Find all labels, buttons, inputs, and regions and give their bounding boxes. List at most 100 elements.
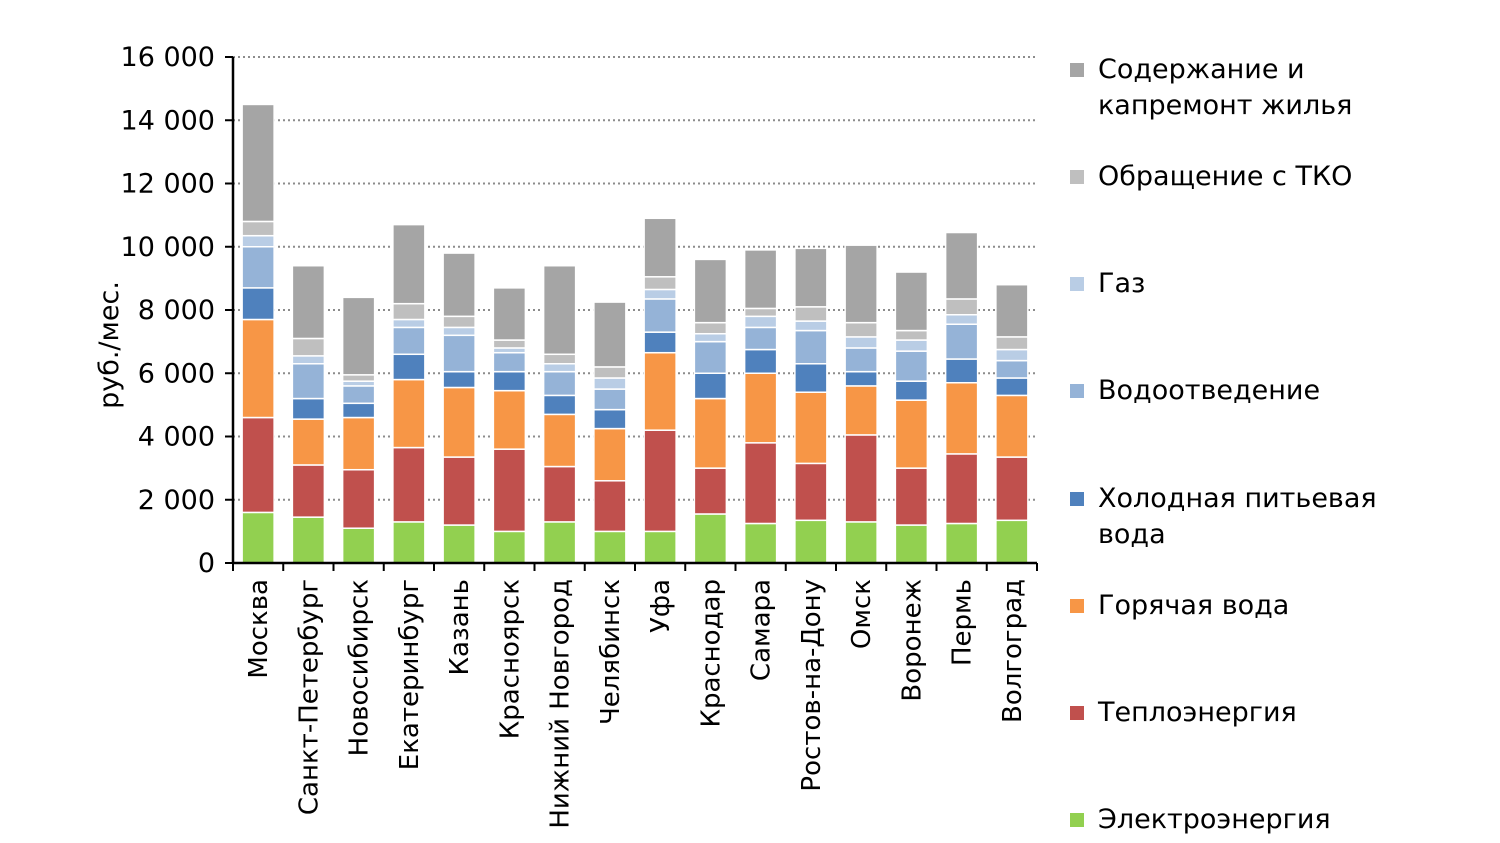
y-tick-label: 2 000 xyxy=(138,485,215,516)
legend: Содержание и капремонт жилья Обращение с … xyxy=(1070,0,1490,843)
bar-stack xyxy=(593,301,627,564)
bar-stack xyxy=(944,231,979,564)
legend-swatch xyxy=(1070,813,1084,827)
bar-segment xyxy=(844,370,878,387)
x-category-label: Омск xyxy=(847,579,877,649)
bar-segment xyxy=(291,516,326,564)
bar-segment xyxy=(392,318,426,329)
bar-segment xyxy=(894,399,929,469)
bar-segment xyxy=(593,366,627,379)
bar-segment xyxy=(995,336,1029,351)
bar-segment xyxy=(844,434,878,523)
legend-swatch xyxy=(1070,63,1084,77)
bar-segment xyxy=(844,521,878,564)
bar-segment xyxy=(643,331,677,354)
x-category-label: Пермь xyxy=(948,579,978,666)
bar-segment xyxy=(593,301,627,368)
bar-segment xyxy=(643,530,677,564)
bar-segment xyxy=(643,351,677,431)
bar-stack xyxy=(291,264,326,564)
bar-segment xyxy=(693,513,728,564)
bar-stack xyxy=(392,223,426,564)
bar-segment xyxy=(442,370,476,389)
bar-segment xyxy=(341,385,376,405)
y-tick-label: 14 000 xyxy=(121,105,215,136)
bar-segment xyxy=(392,378,426,449)
x-category-label: Казань xyxy=(445,579,475,675)
legend-item: Содержание и капремонт жилья xyxy=(1070,52,1398,124)
bar-segment xyxy=(593,377,627,390)
bar-segment xyxy=(844,321,878,338)
bar-segment xyxy=(241,103,275,223)
bar-segment xyxy=(341,402,376,419)
bar-segment xyxy=(593,388,627,411)
bar-segment xyxy=(392,302,426,321)
y-axis-title: руб./мес. xyxy=(94,281,125,409)
bar-stack xyxy=(442,252,476,564)
bar-segment xyxy=(341,296,376,376)
bar-segment xyxy=(542,353,577,365)
x-category-label: Екатеринбург xyxy=(395,579,425,770)
bar-stack xyxy=(844,244,878,564)
y-tick-label: 16 000 xyxy=(121,42,215,73)
bar-segment xyxy=(291,264,326,340)
bar-segment xyxy=(693,332,728,343)
x-category-label: Воронеж xyxy=(897,579,927,702)
y-tick-label: 8 000 xyxy=(138,295,215,326)
bar-segment xyxy=(492,287,527,341)
bar-segment xyxy=(794,363,828,393)
bar-segment xyxy=(743,522,778,564)
bar-segment xyxy=(442,334,476,373)
legend-label: Содержание и капремонт жилья xyxy=(1098,54,1353,121)
bar-segment xyxy=(693,258,728,324)
legend-item: Холодная питьевая вода xyxy=(1070,481,1398,553)
bar-segment xyxy=(844,385,878,436)
bar-segment xyxy=(743,348,778,374)
bar-segment xyxy=(794,462,828,522)
bar-segment xyxy=(894,380,929,401)
bar-segment xyxy=(341,468,376,529)
legend-item: Теплоэнергия xyxy=(1070,695,1398,731)
bar-segment xyxy=(341,374,376,382)
legend-swatch xyxy=(1070,384,1084,398)
bar-segment xyxy=(894,339,929,352)
bar-segment xyxy=(291,355,326,365)
bar-segment xyxy=(241,511,275,564)
bar-segment xyxy=(894,524,929,564)
legend-swatch xyxy=(1070,599,1084,613)
x-category-labels: Москва Санкт-Петербург Новосибирск Екатерин… xyxy=(244,579,1028,829)
bar-segment xyxy=(794,391,828,465)
bar-segment xyxy=(392,223,426,305)
bar-segment xyxy=(593,427,627,482)
legend-swatch xyxy=(1070,277,1084,291)
bar-stack xyxy=(743,249,778,564)
bar-segment xyxy=(643,429,677,533)
legend-swatch xyxy=(1070,170,1084,184)
bar-segment xyxy=(241,416,275,514)
bar-segment xyxy=(492,339,527,349)
legend-label: Водоотведение xyxy=(1098,375,1321,406)
x-category-label: Краснодар xyxy=(696,579,726,728)
bar-segment xyxy=(944,453,979,525)
bar-segment xyxy=(392,326,426,356)
bar-segment xyxy=(944,522,979,564)
bar-segment xyxy=(693,340,728,374)
bar-segment xyxy=(492,389,527,450)
bar-segment xyxy=(291,464,326,518)
bar-segment xyxy=(492,448,527,533)
bar-segment xyxy=(241,287,275,321)
bar-segment xyxy=(794,519,828,564)
bar-segment xyxy=(291,418,326,466)
bar-stack xyxy=(643,217,677,564)
bar-segment xyxy=(743,326,778,351)
bar-segment xyxy=(593,480,627,533)
x-category-label: Ростов-на-Дону xyxy=(797,579,827,792)
bar-segment xyxy=(844,244,878,324)
x-category-label: Самара xyxy=(747,579,777,681)
bar-stack xyxy=(794,247,828,564)
legend-label: Газ xyxy=(1098,268,1146,299)
bar-segment xyxy=(241,234,275,248)
legend-label: Обращение с ТКО xyxy=(1098,161,1353,192)
bar-segment xyxy=(743,315,778,329)
axes xyxy=(225,56,1038,571)
